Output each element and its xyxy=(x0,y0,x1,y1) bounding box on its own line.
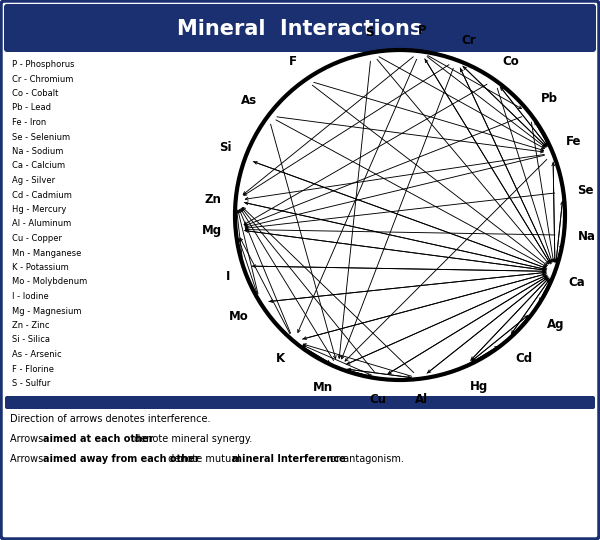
Text: P - Phosphorus: P - Phosphorus xyxy=(12,60,74,69)
Text: Mo - Molybdenum: Mo - Molybdenum xyxy=(12,278,87,287)
Text: Cr - Chromium: Cr - Chromium xyxy=(12,75,73,84)
Text: Mo: Mo xyxy=(229,310,248,323)
Text: Cr: Cr xyxy=(461,34,476,47)
Text: Fe: Fe xyxy=(566,135,581,148)
Text: F: F xyxy=(289,56,298,69)
Text: denote mutual: denote mutual xyxy=(165,454,243,464)
Text: Na: Na xyxy=(578,231,596,244)
Text: Ag: Ag xyxy=(547,318,564,330)
Text: Mg: Mg xyxy=(202,224,221,237)
FancyBboxPatch shape xyxy=(5,396,595,409)
Text: Zn - Zinc: Zn - Zinc xyxy=(12,321,49,330)
Text: Cu - Copper: Cu - Copper xyxy=(12,234,62,243)
Text: As - Arsenic: As - Arsenic xyxy=(12,350,62,359)
Text: Co: Co xyxy=(503,56,520,69)
Text: Si: Si xyxy=(219,141,232,154)
Text: Ca: Ca xyxy=(568,276,585,289)
Text: Fe - Iron: Fe - Iron xyxy=(12,118,46,127)
Text: Na - Sodium: Na - Sodium xyxy=(12,147,64,156)
Text: mineral Interference: mineral Interference xyxy=(232,454,346,464)
Text: Ag - Silver: Ag - Silver xyxy=(12,176,55,185)
Text: S - Sulfur: S - Sulfur xyxy=(12,379,50,388)
Text: I: I xyxy=(226,271,230,284)
Text: Se - Selenium: Se - Selenium xyxy=(12,132,70,141)
Text: Cd: Cd xyxy=(515,352,532,365)
Text: Mineral  Interactions: Mineral Interactions xyxy=(178,19,422,39)
Text: Arrows: Arrows xyxy=(10,434,46,444)
Text: or antagonism.: or antagonism. xyxy=(327,454,404,464)
Text: Si - Silica: Si - Silica xyxy=(12,335,50,345)
Text: Al: Al xyxy=(415,393,428,406)
Text: Hg: Hg xyxy=(470,380,488,393)
Text: As: As xyxy=(241,94,257,107)
Text: Arrows: Arrows xyxy=(10,454,46,464)
Text: aimed at each other: aimed at each other xyxy=(43,434,154,444)
Text: Cu: Cu xyxy=(370,393,386,406)
Text: S: S xyxy=(365,26,373,39)
Text: Pb - Lead: Pb - Lead xyxy=(12,104,51,112)
Text: denote mineral synergy.: denote mineral synergy. xyxy=(131,434,252,444)
Text: K - Potassium: K - Potassium xyxy=(12,263,69,272)
Text: K: K xyxy=(276,352,285,365)
Text: Hg - Mercury: Hg - Mercury xyxy=(12,205,67,214)
Text: Cd - Cadmium: Cd - Cadmium xyxy=(12,191,72,199)
Text: Pb: Pb xyxy=(541,92,558,105)
Text: Ca - Calcium: Ca - Calcium xyxy=(12,161,65,171)
Text: Mg - Magnesium: Mg - Magnesium xyxy=(12,307,82,315)
Text: Co - Cobalt: Co - Cobalt xyxy=(12,89,58,98)
Text: Direction of arrows denotes interference.: Direction of arrows denotes interference… xyxy=(10,414,211,424)
Text: Al - Aluminum: Al - Aluminum xyxy=(12,219,71,228)
Text: Zn: Zn xyxy=(205,193,221,206)
FancyBboxPatch shape xyxy=(4,4,596,52)
Text: F - Florine: F - Florine xyxy=(12,364,54,374)
Text: Mn: Mn xyxy=(313,381,333,394)
Text: I - Iodine: I - Iodine xyxy=(12,292,49,301)
Text: P: P xyxy=(418,24,426,37)
Text: aimed away from each other: aimed away from each other xyxy=(43,454,200,464)
Text: Mn - Manganese: Mn - Manganese xyxy=(12,248,82,258)
Text: Se: Se xyxy=(577,184,594,197)
